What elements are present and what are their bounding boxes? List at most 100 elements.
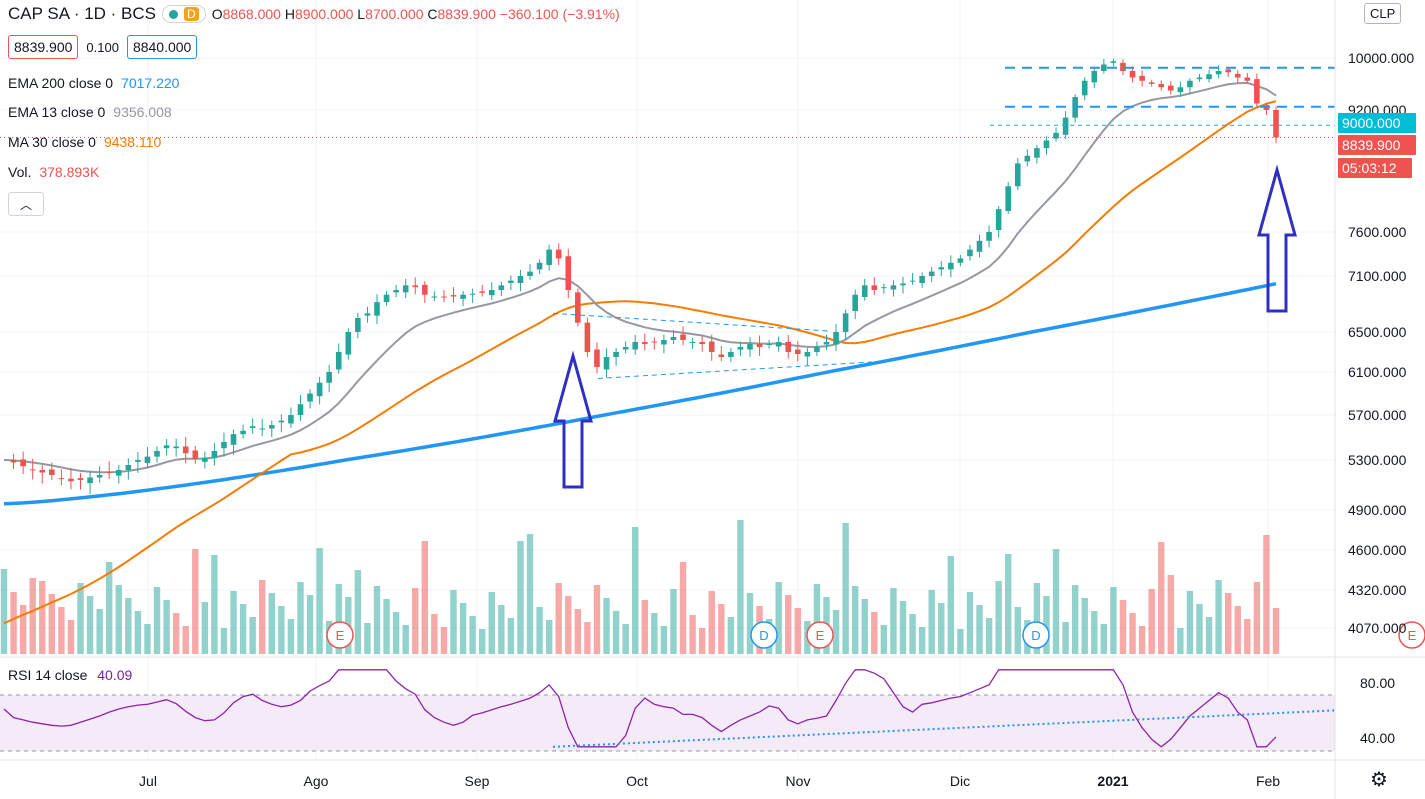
volume-bar: [1263, 535, 1270, 654]
candle-body: [182, 446, 189, 454]
volume-bar: [1205, 617, 1213, 654]
candle-body: [670, 337, 677, 340]
market-status[interactable]: D: [162, 5, 206, 23]
annotation-arrows: [553, 164, 1297, 489]
rsi-tick-label: 40.00: [1360, 730, 1395, 746]
candle-body: [1024, 155, 1031, 162]
candle-body: [154, 451, 160, 457]
volume-bar: [134, 611, 142, 654]
candle-body: [498, 285, 505, 290]
candle-body: [632, 342, 639, 350]
indicator-ma30[interactable]: MA 30 close 0 9438.110: [8, 134, 162, 150]
bid-button[interactable]: 8839.900: [8, 35, 79, 59]
symbol-title[interactable]: CAP SA · 1D · BCS: [8, 4, 157, 23]
ema200-line: [3, 281, 1277, 506]
candle-body: [268, 425, 275, 429]
candle-body: [307, 393, 313, 402]
volume-bar: [201, 602, 209, 654]
volume-bar: [469, 616, 476, 654]
volume-bar: [660, 626, 668, 654]
gear-icon[interactable]: ⚙: [1370, 769, 1388, 791]
time-tick-label: Feb: [1256, 773, 1280, 789]
candle-body: [1148, 82, 1155, 84]
volume-bar: [125, 598, 132, 654]
candle-body: [861, 285, 868, 297]
indicator-volume[interactable]: Vol. 378.893K: [8, 164, 100, 180]
volume-bar: [182, 626, 189, 654]
candle-body: [1234, 73, 1241, 78]
candle-body: [364, 313, 371, 316]
candle-body: [192, 450, 199, 459]
candle-body: [842, 313, 849, 332]
candle-body: [355, 318, 361, 332]
candle-body: [402, 285, 409, 293]
volume-bar: [478, 629, 486, 654]
volume-bar: [1196, 604, 1203, 654]
candle-body: [517, 276, 524, 283]
volume-bar: [48, 594, 56, 654]
volume-bar: [1110, 587, 1117, 654]
candle-body: [20, 459, 26, 467]
chart-header: CAP SA · 1D · BCS D O8868.000 H8900.000 …: [8, 4, 620, 24]
candle-body: [928, 271, 935, 276]
rsi-pane: [0, 656, 1425, 761]
event-marker-label: E: [816, 628, 825, 643]
candle-body: [1014, 163, 1021, 187]
candle-body: [957, 258, 964, 263]
volume-bar: [555, 583, 562, 654]
rsi-legend[interactable]: RSI 14 close 40.09: [8, 667, 133, 683]
candle-body: [546, 249, 552, 265]
volume-bar: [1138, 626, 1146, 654]
candle-body: [536, 262, 543, 270]
candle-body: [689, 342, 696, 343]
volume-bar: [794, 608, 802, 654]
candle-body: [890, 285, 897, 290]
candle-body: [297, 404, 304, 415]
ema13-path: [3, 81, 1277, 474]
candle-body: [795, 349, 801, 354]
volume-bar: [1052, 549, 1060, 654]
candle-body: [766, 344, 772, 345]
candle-body: [708, 341, 715, 352]
volume-bar: [421, 541, 429, 654]
volume-bar: [851, 586, 859, 654]
price-tag-label: 9000.000: [1342, 115, 1401, 131]
candle-body: [613, 352, 619, 357]
price-tick-label: 6100.000: [1348, 364, 1407, 380]
currency-button[interactable]: CLP: [1364, 3, 1402, 24]
candle-body: [240, 430, 246, 435]
volume-bar: [354, 570, 362, 654]
volume-bar: [163, 600, 170, 654]
candle-body: [163, 445, 170, 449]
volume-bar: [259, 580, 266, 654]
time-tick-label: Dic: [950, 773, 970, 789]
candle-body: [450, 295, 457, 297]
candle-body: [976, 240, 983, 252]
ask-button[interactable]: 8840.000: [126, 35, 198, 59]
price-tick-label: 4900.000: [1348, 502, 1407, 518]
indicator-ema200[interactable]: EMA 200 close 0 7017.220: [8, 75, 180, 91]
volume-bar: [383, 599, 390, 654]
collapse-legend-button[interactable]: ︿: [8, 192, 44, 216]
candle-body: [756, 344, 763, 347]
price-tag: [1338, 135, 1416, 155]
volume-bar: [775, 582, 782, 654]
candle-body: [699, 342, 705, 344]
candle-body: [1081, 80, 1088, 96]
candle-body: [1215, 71, 1222, 75]
volume-bar: [19, 605, 27, 654]
candlesticks: [10, 58, 1279, 495]
candle-body: [508, 280, 514, 283]
candle-body: [575, 292, 581, 323]
indicator-ema13[interactable]: EMA 13 close 0 9356.008: [8, 104, 172, 120]
candle-body: [422, 284, 428, 295]
volume-bar: [39, 581, 46, 654]
candle-body: [1053, 132, 1059, 139]
volume-bar: [1081, 598, 1088, 654]
volume-bar: [144, 624, 151, 654]
volume-bar: [211, 555, 218, 654]
candle-body: [115, 470, 122, 476]
candle-body: [1129, 71, 1136, 78]
volume-bar: [96, 609, 103, 654]
